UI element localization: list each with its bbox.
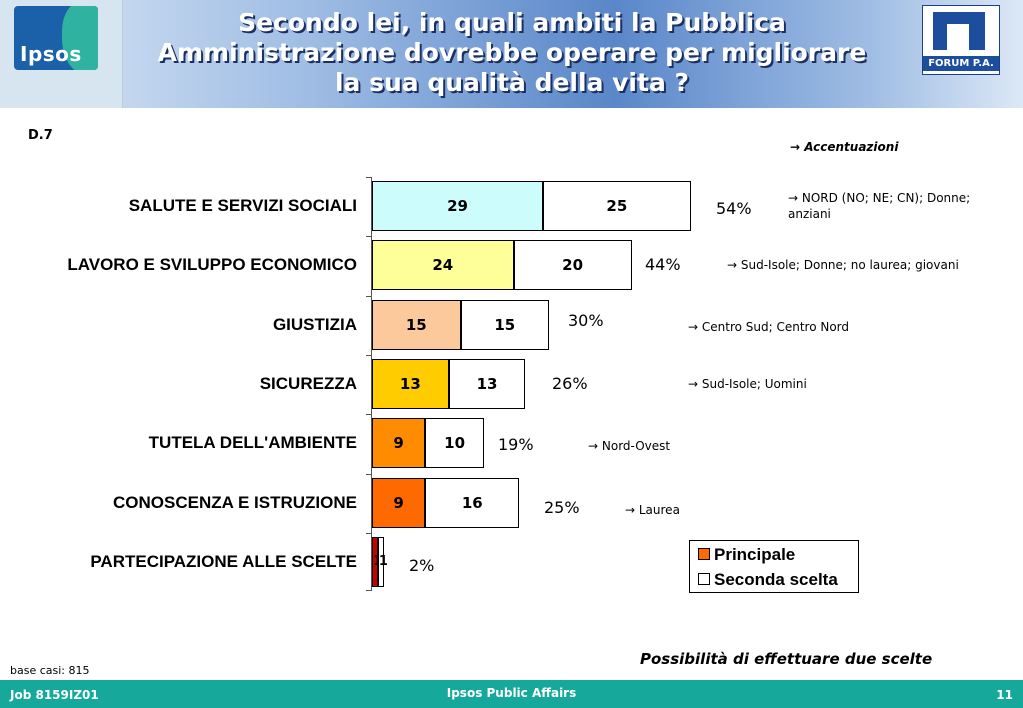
category-label-partecipazione-alle-scelte: PARTECIPAZIONE ALLE SCELTE xyxy=(90,551,357,571)
bar-principale-giustizia: 15 xyxy=(372,299,461,350)
bar-seconda-sicurezza: 13 xyxy=(448,358,526,409)
bar-principale-salute-e-servizi-sociali: 29 xyxy=(372,181,544,231)
bar-principale-conoscenza-e-istruzione: 9 xyxy=(372,477,426,528)
logo-panel: Ipsos xyxy=(0,0,123,108)
accentuation-salute-e-servizi-sociali: → NORD (NO; NE; CN); Donne; anziani xyxy=(788,191,971,221)
total-label-salute-e-servizi-sociali: 54% xyxy=(716,199,752,218)
category-label-giustizia: GIUSTIZIA xyxy=(272,314,357,334)
accentuation-conoscenza-e-istruzione: → Laurea xyxy=(625,503,680,517)
axis-tick xyxy=(366,236,372,238)
category-label-conoscenza-e-istruzione: CONOSCENZA E ISTRUZIONE xyxy=(113,492,357,512)
axis-tick xyxy=(366,295,372,297)
axis-tick xyxy=(366,590,372,592)
footer-company: Ipsos Public Affairs xyxy=(446,686,577,700)
title-line-3: la sua qualità della vita ? xyxy=(334,68,690,97)
total-label-tutela-dell-ambiente: 19% xyxy=(498,435,534,454)
ipsos-face-icon xyxy=(62,6,98,70)
bar-seconda-salute-e-servizi-sociali: 25 xyxy=(543,181,691,231)
legend-label-principale: Principale xyxy=(714,545,796,564)
total-label-lavoro-e-sviluppo-economico: 44% xyxy=(645,255,681,274)
category-label-tutela-dell-ambiente: TUTELA DELL'AMBIENTE xyxy=(148,433,357,453)
axis-tick xyxy=(366,473,372,475)
bar-principale-sicurezza: 13 xyxy=(372,358,449,409)
total-label-partecipazione-alle-scelte: 2% xyxy=(409,556,435,575)
choice-note: Possibilità di effettuare due scelte xyxy=(640,650,933,668)
legend-item-principale: Principale xyxy=(698,545,795,565)
forum-logo-text: FORUM P.A. xyxy=(923,56,999,71)
question-code: D.7 xyxy=(28,128,53,143)
axis-tick xyxy=(366,414,372,416)
total-label-sicurezza: 26% xyxy=(552,374,588,393)
ipsos-logo-text: Ipsos xyxy=(20,42,82,66)
footer-job: Job 8159IZ01 xyxy=(10,688,99,702)
accentuation-sicurezza: → Sud-Isole; Uomini xyxy=(688,377,807,391)
category-label-salute-e-servizi-sociali: SALUTE E SERVIZI SOCIALI xyxy=(128,196,357,215)
total-label-conoscenza-e-istruzione: 25% xyxy=(544,498,580,517)
legend-swatch-seconda xyxy=(698,572,710,585)
forum-logo-cutout xyxy=(947,24,969,50)
total-label-giustizia: 30% xyxy=(568,311,604,330)
page-number: 11 xyxy=(996,688,1013,702)
accentuation-tutela-dell-ambiente: → Nord-Ovest xyxy=(588,439,671,453)
axis-tick xyxy=(366,177,372,178)
header-banner: Ipsos Secondo lei, in quali ambiti la Pu… xyxy=(0,0,1023,108)
axis-tick xyxy=(366,354,372,356)
ipsos-logo: Ipsos xyxy=(14,6,98,70)
accentuation-lavoro-e-sviluppo-economico: → Sud-Isole; Donne; no laurea; giovani xyxy=(727,258,959,272)
footer-bar: Job 8159IZ01 Ipsos Public Affairs 11 xyxy=(0,680,1023,708)
accentuation-giustizia: → Centro Sud; Centro Nord xyxy=(688,320,850,334)
y-axis-line xyxy=(371,178,372,591)
bar-principale-partecipazione-alle-scelte: 1 xyxy=(372,536,382,587)
base-count: base casi: 815 xyxy=(10,664,90,677)
legend-swatch-principale xyxy=(698,547,710,560)
chart-legend: Principale Seconda scelta xyxy=(689,540,859,593)
bar-principale-lavoro-e-sviluppo-economico: 24 xyxy=(372,240,514,291)
category-label-sicurezza: SICUREZZA xyxy=(259,373,357,393)
title-line-1: Secondo lei, in quali ambiti la Pubblica xyxy=(238,8,786,37)
bar-seconda-conoscenza-e-istruzione: 16 xyxy=(425,477,520,528)
forum-pa-logo: FORUM P.A. xyxy=(922,5,1000,75)
bar-seconda-lavoro-e-sviluppo-economico: 20 xyxy=(513,240,632,291)
legend-item-seconda: Seconda scelta xyxy=(698,570,838,590)
page-title: Secondo lei, in quali ambiti la Pubblica… xyxy=(122,8,902,98)
legend-label-seconda: Seconda scelta xyxy=(714,570,838,589)
title-line-2: Amministrazione dovrebbe operare per mig… xyxy=(157,38,867,67)
bar-seconda-tutela-dell-ambiente: 10 xyxy=(425,418,485,469)
accentuations-title: → Accentuazioni xyxy=(790,140,899,154)
bar-principale-tutela-dell-ambiente: 9 xyxy=(372,418,426,469)
category-label-lavoro-e-sviluppo-economico: LAVORO E SVILUPPO ECONOMICO xyxy=(67,255,357,275)
bar-seconda-partecipazione-alle-scelte: 1 xyxy=(377,536,388,587)
axis-tick xyxy=(366,532,372,534)
bar-seconda-giustizia: 15 xyxy=(460,299,549,350)
